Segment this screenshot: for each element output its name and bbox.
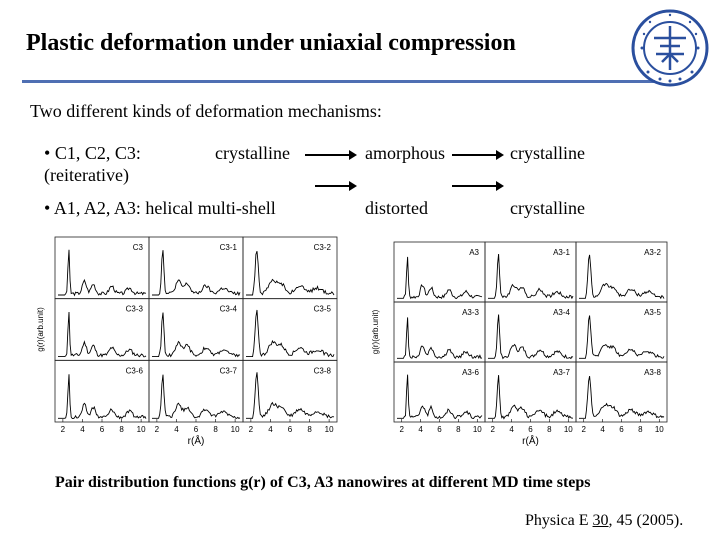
citation-journal: Physica E <box>525 512 589 529</box>
panel-label: C3-7 <box>220 366 238 375</box>
x-tick-label: 8 <box>456 425 461 434</box>
panel-label: C3-2 <box>314 243 332 252</box>
x-tick-label: 8 <box>638 425 643 434</box>
pdf-curve <box>397 256 483 300</box>
x-tick-label: 2 <box>249 425 254 434</box>
pdf-curve <box>579 315 665 359</box>
bullet-marker: • <box>44 198 51 218</box>
bullet-note: (reiterative) <box>44 165 129 185</box>
panel-label: C3-6 <box>126 366 144 375</box>
x-axis-label: r(Å) <box>522 434 539 447</box>
stage-distorted: distorted <box>365 198 428 218</box>
x-tick-label: 2 <box>155 425 160 434</box>
figure-c3-svg: g(r)(arb.unit) C3 C3-1 C3-2 C3-3 C3-4 C3-5 C3-6… <box>36 236 338 447</box>
x-tick-label: 6 <box>100 425 105 434</box>
arrow-right-icon <box>452 181 504 191</box>
x-tick-label: 10 <box>655 425 664 434</box>
panel-label: A3-6 <box>462 368 479 377</box>
x-tick-label: 2 <box>581 425 586 434</box>
x-tick-label: 8 <box>307 425 312 434</box>
figure-a3-svg: g(r)(arb.unit) A3 A3-1 A3-2 A3-3 A3-4 A3-5 A3-6… <box>371 241 668 447</box>
panel-label: C3-5 <box>314 305 332 314</box>
pdf-curve <box>397 317 483 360</box>
x-tick-label: 2 <box>399 425 404 434</box>
x-tick-label: 10 <box>231 425 240 434</box>
pdf-curve <box>246 309 335 358</box>
citation-rest: , 45 (2005). <box>608 512 684 529</box>
pdf-curve <box>246 251 335 296</box>
figure-caption: Pair distribution functions g(r) of C3, … <box>55 474 591 491</box>
panel-label: A3-7 <box>553 368 570 377</box>
stage-amorphous: amorphous <box>365 143 445 163</box>
panel-label: C3 <box>133 243 144 252</box>
pdf-curve <box>579 254 665 300</box>
arrow-right-icon <box>315 181 357 191</box>
x-tick-label: 10 <box>473 425 482 434</box>
pdf-curve <box>152 374 241 419</box>
stage-crystalline-1: crystalline <box>215 143 290 163</box>
panel-label: C3-8 <box>314 366 332 375</box>
panel-label: C3-4 <box>220 305 238 314</box>
panel-label: A3 <box>469 248 479 257</box>
bullet-marker: • <box>44 143 51 163</box>
x-tick-label: 6 <box>194 425 199 434</box>
pdf-curve <box>58 311 147 358</box>
figure-c3-pdf: g(r)(arb.unit) C3 C3-1 C3-2 C3-3 C3-4 C3-5 C3-6… <box>35 232 340 462</box>
stage-crystalline-2: crystalline <box>510 143 585 163</box>
panel-label: A3-8 <box>644 368 661 377</box>
x-axis-label: r(Å) <box>188 434 205 447</box>
pdf-curve <box>152 312 241 358</box>
x-tick-label: 4 <box>509 425 514 434</box>
x-tick-label: 6 <box>437 425 442 434</box>
x-tick-label: 6 <box>528 425 533 434</box>
x-tick-label: 8 <box>213 425 218 434</box>
x-tick-label: 4 <box>268 425 273 434</box>
panel-label: A3-1 <box>553 248 570 257</box>
bullet-label: C1, C2, C3: <box>54 143 141 163</box>
x-tick-label: 6 <box>619 425 624 434</box>
x-tick-label: 8 <box>119 425 124 434</box>
university-logo-icon <box>631 9 709 87</box>
x-tick-label: 6 <box>288 425 293 434</box>
figure-a3-pdf: g(r)(arb.unit) A3 A3-1 A3-2 A3-3 A3-4 A3-5 A3-6… <box>370 237 670 462</box>
x-tick-label: 4 <box>80 425 85 434</box>
x-tick-label: 4 <box>418 425 423 434</box>
bullet-c-series: • C1, C2, C3: <box>44 143 141 164</box>
pdf-curve <box>488 375 574 420</box>
pdf-curve <box>246 372 335 419</box>
pdf-curve <box>579 376 665 419</box>
citation-volume: 30 <box>592 512 609 529</box>
panel-label: C3-1 <box>220 243 238 252</box>
pdf-curve <box>397 374 483 420</box>
panel-label: A3-5 <box>644 308 661 317</box>
x-tick-label: 4 <box>600 425 605 434</box>
pdf-curve <box>152 250 241 297</box>
bullet-label: A1, A2, A3: helical multi-shell <box>53 198 276 218</box>
x-tick-label: 10 <box>564 425 573 434</box>
x-tick-label: 10 <box>137 425 146 434</box>
title-underline <box>22 80 655 83</box>
pdf-curve <box>58 374 147 420</box>
arrow-right-icon <box>305 150 357 160</box>
subtitle: Two different kinds of deformation mecha… <box>30 101 382 121</box>
pdf-curve <box>488 253 574 300</box>
x-tick-label: 10 <box>325 425 334 434</box>
arrow-right-icon <box>452 150 504 160</box>
x-tick-label: 4 <box>174 425 179 434</box>
panel-label: A3-2 <box>644 248 661 257</box>
pdf-curve <box>488 314 574 360</box>
bullet-a-series: • A1, A2, A3: helical multi-shell <box>44 198 276 219</box>
citation: Physica E 30, 45 (2005). <box>525 512 683 530</box>
x-tick-label: 8 <box>547 425 552 434</box>
y-axis-label: g(r)(arb.unit) <box>36 307 45 352</box>
y-axis-label: g(r)(arb.unit) <box>371 309 380 354</box>
stage-crystalline-3: crystalline <box>510 198 585 218</box>
panel-label: C3-3 <box>126 305 144 314</box>
x-tick-label: 2 <box>61 425 66 434</box>
panel-label: A3-4 <box>553 308 570 317</box>
panel-label: A3-3 <box>462 308 479 317</box>
slide-title: Plastic deformation under uniaxial compr… <box>26 30 516 56</box>
x-tick-label: 2 <box>490 425 495 434</box>
pdf-curve <box>58 249 147 297</box>
